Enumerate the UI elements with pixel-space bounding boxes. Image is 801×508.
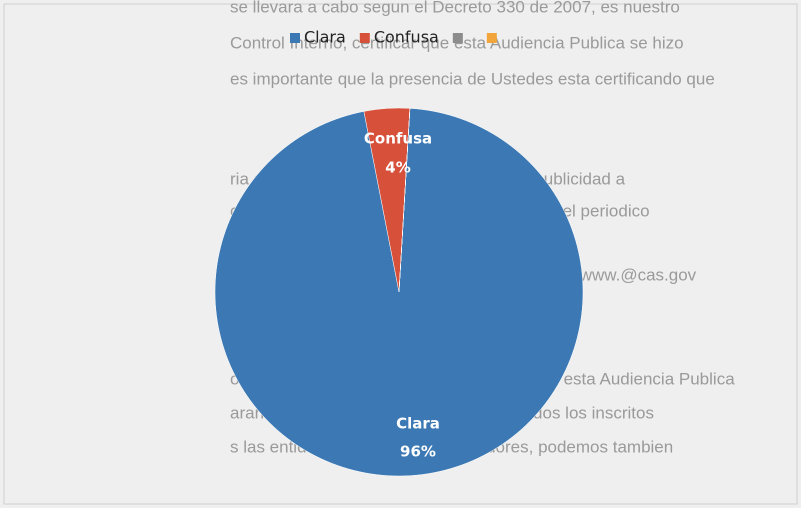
slice-value-label: 96% — [400, 443, 436, 461]
legend-swatch — [290, 33, 300, 43]
legend-swatch — [486, 33, 497, 43]
document-line: es importante que la presencia de Ustede… — [230, 69, 715, 88]
legend-label: Clara — [304, 28, 346, 47]
legend-label: Confusa — [374, 28, 439, 47]
pie-slice — [214, 108, 584, 477]
slice-value-label: 4% — [385, 159, 410, 177]
pie-slice — [398, 108, 411, 293]
legend-swatch — [452, 33, 463, 43]
chart-border — [3, 3, 798, 505]
slice-label: Confusa — [364, 130, 432, 148]
document-line: se llevara a cabo segun el Decreto 330 d… — [230, 0, 680, 16]
legend-swatch — [359, 33, 370, 43]
slice-label: Clara — [396, 415, 440, 433]
